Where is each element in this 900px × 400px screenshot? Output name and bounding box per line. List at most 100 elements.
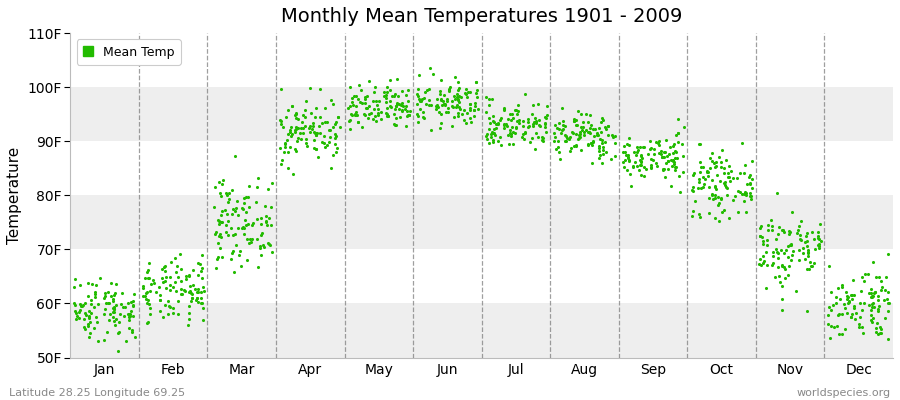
Point xyxy=(858,271,872,277)
Point xyxy=(846,277,860,283)
Point xyxy=(848,316,862,322)
Point xyxy=(805,228,819,235)
Point xyxy=(598,124,612,130)
Point xyxy=(298,123,312,129)
Point xyxy=(865,294,879,300)
Point xyxy=(432,108,446,115)
Point xyxy=(804,263,818,269)
Point xyxy=(775,262,789,269)
Point xyxy=(126,298,140,304)
Point xyxy=(328,133,343,139)
Point xyxy=(558,123,572,129)
Point xyxy=(73,307,87,313)
Point xyxy=(158,302,173,308)
Point xyxy=(644,145,659,151)
Point xyxy=(189,297,203,303)
Point xyxy=(380,88,394,95)
Point xyxy=(644,164,659,171)
Point xyxy=(283,144,297,150)
Point xyxy=(193,261,207,267)
Point xyxy=(158,262,173,269)
Point xyxy=(185,295,200,301)
Point xyxy=(379,110,393,116)
Point xyxy=(157,264,171,270)
Point xyxy=(482,126,496,133)
Point xyxy=(432,88,446,94)
Point xyxy=(447,74,462,80)
Point xyxy=(384,93,399,99)
Point xyxy=(591,125,606,132)
Point xyxy=(633,144,647,150)
Point xyxy=(693,168,707,175)
Point xyxy=(686,184,700,190)
Point xyxy=(518,128,532,135)
Point xyxy=(140,269,155,275)
Point xyxy=(656,154,670,160)
Point xyxy=(224,250,238,256)
Point xyxy=(868,325,883,331)
Point xyxy=(167,279,182,285)
Point xyxy=(429,95,444,102)
Point xyxy=(551,144,565,150)
Point xyxy=(429,103,444,110)
Point xyxy=(877,297,891,304)
Point xyxy=(865,300,879,307)
Point xyxy=(86,324,101,331)
Point xyxy=(237,225,251,231)
Point xyxy=(289,124,303,130)
Point xyxy=(372,98,386,104)
Point xyxy=(635,155,650,161)
Point xyxy=(766,249,780,255)
Point xyxy=(388,103,402,109)
Point xyxy=(482,102,496,109)
Point xyxy=(421,86,436,92)
Point xyxy=(87,289,102,295)
Point xyxy=(456,117,471,123)
Point xyxy=(371,110,385,116)
Point xyxy=(320,119,334,125)
Point xyxy=(233,263,248,270)
Point xyxy=(872,303,886,310)
Bar xyxy=(70,304,893,358)
Point xyxy=(369,98,383,104)
Point xyxy=(344,111,358,117)
Point xyxy=(696,164,710,170)
Point xyxy=(209,229,223,235)
Point xyxy=(349,109,364,115)
Point xyxy=(634,159,648,166)
Point xyxy=(598,148,613,155)
Point xyxy=(653,148,668,154)
Point xyxy=(536,138,550,144)
Point xyxy=(834,311,849,317)
Point xyxy=(880,250,895,257)
Point xyxy=(553,156,567,162)
Point xyxy=(283,129,297,135)
Point xyxy=(107,309,122,316)
Point xyxy=(497,125,511,132)
Point xyxy=(811,235,825,241)
Point xyxy=(881,300,896,306)
Point xyxy=(867,304,881,310)
Point xyxy=(487,130,501,136)
Point xyxy=(608,140,623,147)
Point xyxy=(770,231,785,237)
Point xyxy=(552,126,566,132)
Point xyxy=(438,101,453,108)
Point xyxy=(333,124,347,131)
Point xyxy=(323,134,338,140)
Point xyxy=(616,148,630,155)
Point xyxy=(479,109,493,115)
Point xyxy=(259,219,274,226)
Point xyxy=(250,184,265,190)
Point xyxy=(659,160,673,166)
Point xyxy=(107,317,122,324)
Point xyxy=(289,111,303,117)
Point xyxy=(412,96,427,102)
Point xyxy=(733,189,747,195)
Point xyxy=(285,131,300,137)
Point xyxy=(364,110,378,116)
Point xyxy=(548,134,562,141)
Point xyxy=(390,76,404,82)
Point xyxy=(287,129,302,135)
Point xyxy=(493,117,508,124)
